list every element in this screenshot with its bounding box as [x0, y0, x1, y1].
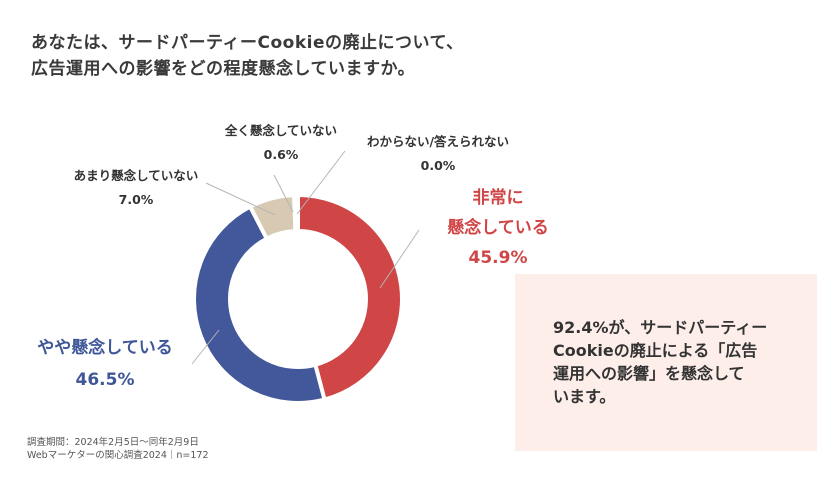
summary-callout-text: 92.4%が、サードパーティー Cookieの廃止による「広告 運用への影響」を… [553, 318, 768, 406]
label-not-very-name: あまり懸念していない [73, 168, 199, 183]
label-very-name-2: 懸念している [447, 218, 549, 238]
label-not-very: あまり懸念していない 7.0% [66, 164, 206, 212]
donut-segments [192, 192, 404, 405]
label-somewhat: やや懸念している 46.5% [25, 332, 185, 396]
segment-very-concerned [296, 192, 404, 403]
label-somewhat-name: やや懸念している [37, 338, 173, 358]
label-very-value: 45.9% [468, 248, 528, 268]
summary-callout: 92.4%が、サードパーティー Cookieの廃止による「広告 運用への影響」を… [515, 274, 817, 451]
label-very: 非常に 懸念している 45.9% [438, 183, 558, 273]
segment-somewhat-concerned [192, 203, 327, 405]
label-not-very-value: 7.0% [118, 192, 154, 207]
leader-line-dont-know [296, 150, 346, 215]
leader-line-somewhat [191, 329, 220, 365]
label-very-name-1: 非常に [472, 188, 524, 208]
label-not-at-all-value: 0.6% [263, 147, 299, 162]
leader-line-very [379, 229, 420, 289]
label-dont-know-name: わからない/答えられない [366, 134, 510, 149]
leader-line-not-very [205, 182, 276, 216]
label-not-at-all: 全く懸念していない 0.6% [216, 119, 346, 167]
label-dont-know-value: 0.0% [420, 158, 456, 173]
survey-footnote: 調査期間：2024年2月5日～同年2月9日 Webマーケターの関心調査2024｜… [27, 437, 209, 461]
leader-lines [191, 150, 420, 365]
label-somewhat-value: 46.5% [75, 370, 135, 390]
page-title: あなたは、サードパーティーCookieの廃止について、 広告運用への影響をどの程… [31, 33, 464, 79]
segment-not-at-all [292, 192, 300, 234]
label-dont-know: わからない/答えられない 0.0% [358, 130, 518, 178]
label-not-at-all-name: 全く懸念していない [224, 123, 338, 138]
leader-line-not-at-all [273, 174, 294, 213]
